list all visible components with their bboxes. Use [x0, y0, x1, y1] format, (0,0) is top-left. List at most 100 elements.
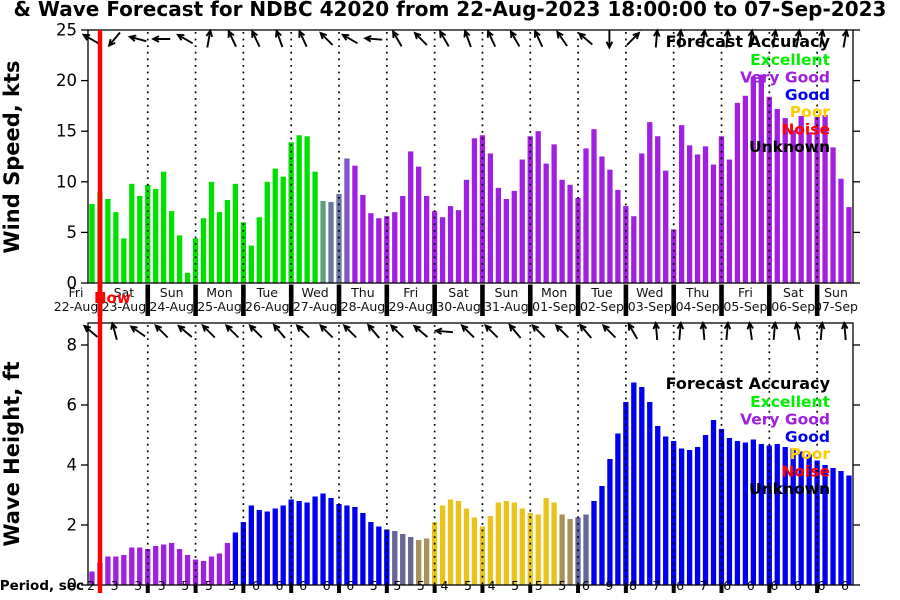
period-value: 6: [747, 578, 755, 593]
wind-bar: [288, 142, 294, 283]
period-value: 6: [582, 578, 590, 593]
day-tick-major: [145, 284, 151, 316]
wind-bar: [439, 217, 446, 283]
wave-direction-arrow-icon: [272, 323, 286, 339]
wind-bar: [240, 222, 247, 283]
wave-direction-arrow-icon: [224, 323, 240, 339]
wave-bar: [639, 387, 645, 585]
legend-entry: Good: [785, 428, 830, 446]
wind-bar: [264, 181, 270, 283]
wave-bar: [153, 546, 159, 585]
day-name-label: Sun: [494, 285, 518, 300]
wind-bar: [304, 136, 310, 283]
wind-bar: [360, 194, 366, 283]
day-tick-major: [480, 284, 485, 316]
wave-direction-arrow-icon: [554, 323, 569, 339]
wind-direction-arrow-icon: [463, 28, 472, 48]
wave-direction-arrow-icon: [154, 323, 169, 339]
legend-title: Forecast Accuracy: [666, 32, 831, 51]
wind-direction-arrow-icon: [251, 29, 261, 48]
wind-bar: [551, 144, 557, 283]
wind-direction-arrow-icon: [723, 28, 732, 48]
wind-bar: [671, 229, 677, 283]
period-value: 3: [158, 578, 166, 593]
wave-bar: [328, 498, 334, 585]
wind-bar: [663, 170, 669, 283]
day-name-label: Sat: [448, 285, 469, 300]
wave-direction-arrow-icon: [601, 323, 617, 339]
wave-bar: [846, 475, 852, 585]
wave-bar: [559, 514, 565, 585]
wave-bar: [766, 445, 772, 585]
wave-bar: [471, 517, 478, 585]
wave-bar: [702, 435, 709, 585]
wind-direction-arrow-icon: [794, 28, 803, 48]
date-label: 26-Aug: [245, 299, 290, 314]
date-label: 27-Aug: [293, 299, 338, 314]
wind-bar: [408, 151, 414, 283]
wave-bar: [487, 516, 494, 585]
wave-bar: [296, 501, 302, 585]
wind-direction-arrow-icon: [227, 29, 237, 48]
wave-bar: [105, 556, 111, 585]
date-label: 22-Aug: [54, 299, 99, 314]
day-tick-major: [767, 284, 772, 316]
wind-bar: [113, 212, 119, 283]
wind-bar: [161, 171, 167, 283]
day-tick-major: [193, 284, 198, 316]
wind-bar: [200, 218, 207, 283]
legend-entry: Excellent: [750, 51, 830, 69]
wave-bar: [495, 502, 502, 585]
wind-bar: [527, 136, 533, 283]
day-name-label: Mon: [206, 285, 232, 300]
wave-direction-arrow-icon: [460, 323, 475, 339]
wave-bar: [607, 459, 613, 585]
wave-bar: [320, 493, 326, 585]
wave-bar: [671, 441, 677, 585]
wave-bar: [304, 502, 310, 585]
wave-bar: [599, 486, 605, 585]
wind-bar: [368, 213, 374, 283]
wave-bar: [145, 549, 151, 585]
wind-bar: [105, 199, 111, 283]
day-tick-major: [814, 284, 820, 316]
wave-direction-arrow-icon: [110, 321, 118, 340]
day-tick-major: [719, 284, 724, 316]
wind-bar: [471, 138, 478, 283]
wind-bar: [678, 125, 685, 283]
wind-bar: [806, 132, 812, 283]
wave-bar: [551, 502, 557, 585]
wave-direction-arrow-icon: [342, 323, 357, 339]
wave-bar: [416, 540, 422, 585]
wave-bar: [583, 514, 589, 585]
wave-bar: [543, 498, 549, 585]
day-name-label: Thu: [685, 285, 709, 300]
date-label: 05-Sep: [723, 299, 767, 314]
wind-bar: [758, 74, 764, 283]
wave-bar: [455, 501, 462, 585]
wind-bar: [631, 216, 637, 283]
wave-bar: [431, 522, 438, 585]
wave-bar: [511, 502, 517, 585]
wind-bar: [232, 183, 239, 283]
day-tick-bottom: [384, 585, 389, 593]
wind-bar: [583, 148, 589, 283]
wind-bar: [328, 202, 334, 283]
wind-direction-arrow-icon: [298, 29, 308, 48]
period-axis-label: Period, sec: [0, 578, 84, 594]
legend-entry: Poor: [790, 445, 831, 463]
wave-bar: [240, 522, 247, 585]
wave-bar: [113, 556, 119, 585]
wave-bar: [519, 508, 525, 585]
wind-bar: [416, 166, 422, 283]
y-tick-label: 2: [67, 516, 78, 535]
day-tick-major: [575, 284, 581, 316]
wind-direction-arrow-icon: [747, 28, 756, 48]
period-value: 6: [323, 578, 331, 593]
day-name-label: Wed: [301, 285, 328, 300]
wave-direction-arrow-icon: [295, 323, 310, 339]
wave-bar: [726, 438, 733, 585]
wave-bar: [798, 451, 804, 585]
now-line: [97, 30, 103, 593]
